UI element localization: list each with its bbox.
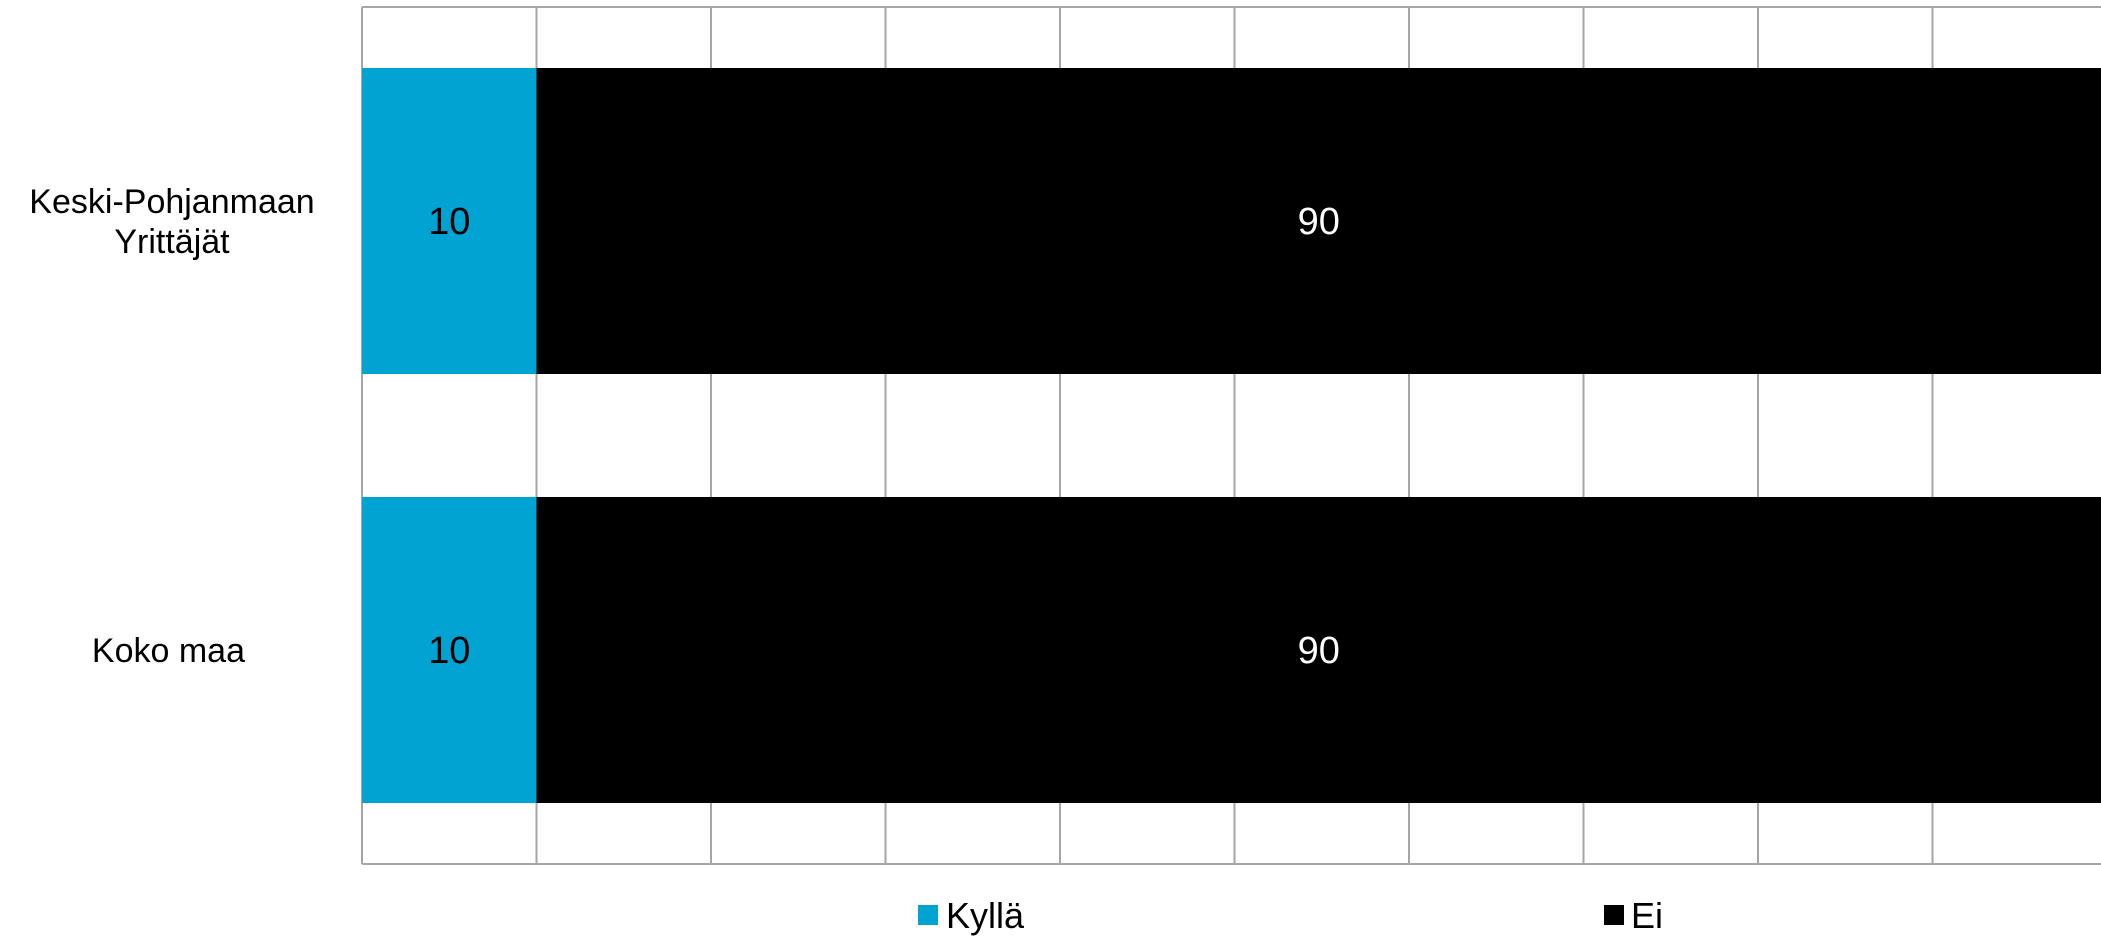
- category-label: Keski-Pohjanmaan Yrittäjät: [29, 183, 314, 261]
- data-label: 10: [428, 201, 470, 243]
- legend-item: Ei: [1604, 895, 1663, 936]
- legend-swatch: [918, 905, 938, 925]
- category-labels: Keski-Pohjanmaan Yrittäjät Koko maa: [29, 183, 314, 670]
- category-label: Koko maa: [92, 632, 245, 670]
- data-label: 10: [428, 630, 470, 672]
- legend-item: Kyllä: [918, 895, 1025, 936]
- legend-label: Ei: [1631, 895, 1663, 936]
- legend-label: Kyllä: [946, 895, 1025, 936]
- legend-swatch: [1604, 905, 1624, 925]
- bar-segment: [362, 68, 537, 374]
- legend: Kyllä Ei: [918, 895, 1663, 936]
- bar-segment: [536, 68, 2101, 374]
- bars: 10 90 10 90: [362, 68, 2101, 803]
- data-label: 90: [1298, 201, 1340, 243]
- data-label: 90: [1298, 630, 1340, 672]
- bar-segment: [536, 497, 2101, 803]
- bar-segment: [362, 497, 537, 803]
